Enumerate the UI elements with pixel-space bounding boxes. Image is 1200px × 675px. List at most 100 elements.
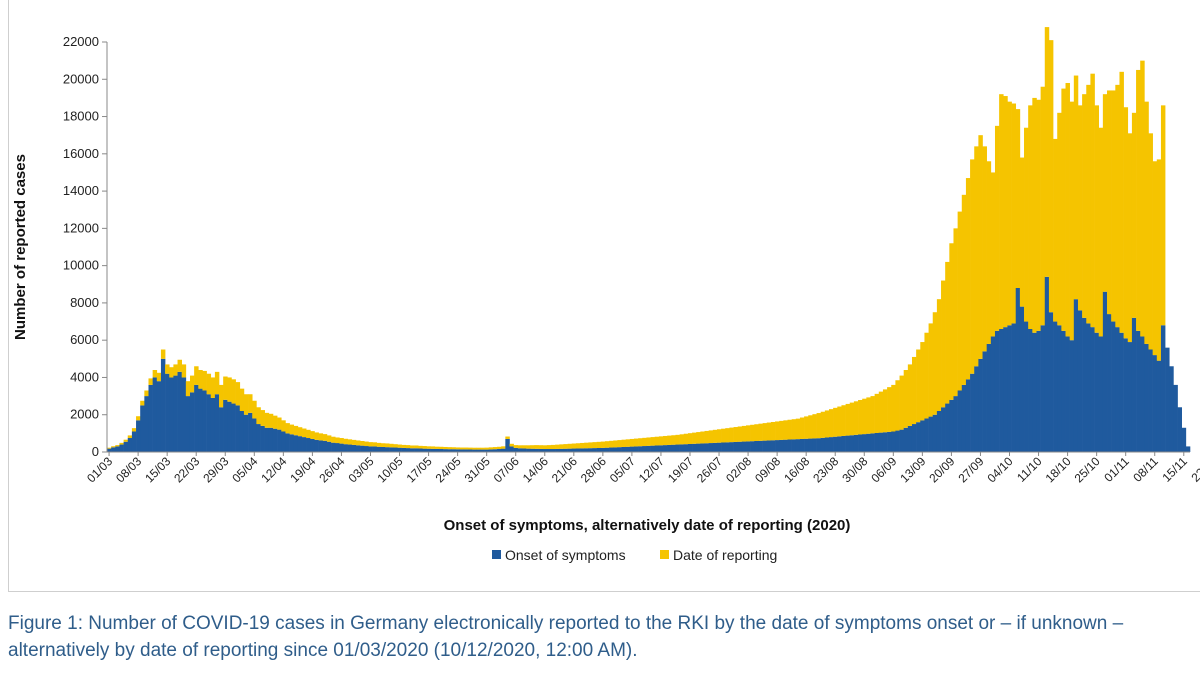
bar-onset — [891, 431, 896, 452]
bar-onset — [1094, 332, 1100, 452]
bar-reporting — [820, 411, 826, 438]
bar-reporting — [455, 447, 460, 450]
bar-onset — [961, 384, 967, 452]
bar-onset — [708, 443, 714, 452]
bar-onset — [1115, 327, 1120, 452]
bar-onset — [775, 440, 780, 452]
bar-onset — [559, 448, 564, 452]
bar-reporting — [185, 381, 191, 397]
bar-reporting — [961, 194, 967, 385]
bar-onset — [841, 435, 846, 452]
bar-onset — [173, 375, 178, 452]
bar-onset — [746, 441, 751, 452]
bar-reporting — [841, 405, 846, 436]
bar-onset — [248, 412, 253, 452]
bar-onset — [882, 432, 888, 452]
bar-onset — [422, 448, 427, 452]
bar-reporting — [941, 280, 946, 408]
bar-reporting — [882, 389, 888, 433]
bar-onset — [1077, 310, 1083, 452]
x-tick-label: 30/08 — [839, 454, 870, 485]
bar-onset — [405, 448, 411, 452]
bar-reporting — [509, 443, 514, 447]
bar-reporting — [463, 447, 469, 450]
bar-reporting — [858, 400, 863, 435]
bar-onset — [459, 449, 465, 452]
x-tick-label: 13/09 — [897, 454, 928, 485]
y-tick-label: 6000 — [70, 332, 99, 347]
bar-onset — [239, 411, 245, 452]
bar-onset — [364, 446, 369, 452]
bar-reporting — [443, 446, 448, 450]
bar-reporting — [575, 443, 581, 449]
bar-reporting — [1102, 94, 1108, 292]
bar-onset — [629, 446, 635, 452]
bar-onset — [140, 405, 145, 452]
bar-onset — [347, 444, 353, 452]
bar-reporting — [252, 400, 257, 419]
bar-reporting — [115, 445, 120, 447]
bar-onset — [916, 422, 921, 452]
bar-reporting — [588, 442, 593, 449]
bar-onset — [331, 442, 336, 452]
bar-reporting — [1127, 133, 1133, 343]
bar-reporting — [687, 433, 693, 444]
bar-reporting — [907, 364, 913, 426]
bar-onset — [343, 444, 348, 452]
bar-reporting — [945, 261, 950, 404]
bar-onset — [123, 441, 129, 452]
bar-reporting — [633, 438, 639, 447]
bar-onset — [1015, 288, 1021, 452]
bar-reporting — [1053, 138, 1058, 322]
bar-reporting — [268, 413, 274, 428]
bar-onset — [1065, 336, 1070, 452]
bar-onset — [750, 441, 755, 452]
bar-onset — [198, 388, 203, 452]
bar-onset — [148, 384, 153, 452]
bar-reporting — [609, 440, 614, 448]
x-axis-title: Onset of symptoms, alternatively date of… — [444, 517, 851, 534]
bar-onset — [924, 418, 929, 452]
bar-onset — [542, 449, 548, 452]
chart-frame — [8, 0, 1200, 592]
bar-reporting — [1111, 90, 1116, 322]
bar-onset — [853, 434, 859, 452]
bar-reporting — [978, 135, 983, 359]
bar-reporting — [845, 403, 851, 436]
bar-onset — [1053, 321, 1058, 452]
bar-onset — [202, 390, 207, 452]
x-tick-label: 17/05 — [404, 454, 435, 485]
bar-reporting — [1115, 84, 1120, 328]
bar-reporting — [1073, 75, 1079, 300]
bar-reporting — [891, 384, 896, 432]
bar-onset — [675, 444, 680, 452]
bar-reporting — [1136, 69, 1141, 331]
bar-onset — [766, 440, 772, 452]
bar-reporting — [1119, 71, 1124, 333]
bar-onset — [1082, 317, 1087, 452]
bar-onset — [156, 381, 162, 452]
bar-reporting — [812, 414, 817, 439]
bar-onset — [260, 425, 265, 452]
bar-onset — [115, 446, 120, 452]
bar-reporting — [716, 429, 722, 443]
bar-onset — [1032, 332, 1037, 452]
bar-reporting — [127, 435, 133, 439]
bar-onset — [654, 445, 660, 452]
bar-reporting — [1003, 96, 1008, 328]
bar-reporting — [1123, 107, 1129, 339]
bar-onset — [194, 384, 199, 452]
bar-reporting — [899, 375, 904, 430]
bar-onset — [322, 440, 328, 452]
bar-onset — [1003, 327, 1008, 452]
bar-onset — [302, 437, 307, 452]
bar-onset — [281, 431, 286, 452]
bar-onset — [858, 434, 863, 452]
bar-reporting — [214, 371, 220, 395]
bar-reporting — [542, 445, 548, 450]
bar-reporting — [322, 434, 328, 441]
bar-onset — [812, 438, 817, 452]
bar-onset — [911, 424, 917, 452]
bar-reporting — [928, 323, 934, 417]
bar-onset — [476, 449, 481, 452]
